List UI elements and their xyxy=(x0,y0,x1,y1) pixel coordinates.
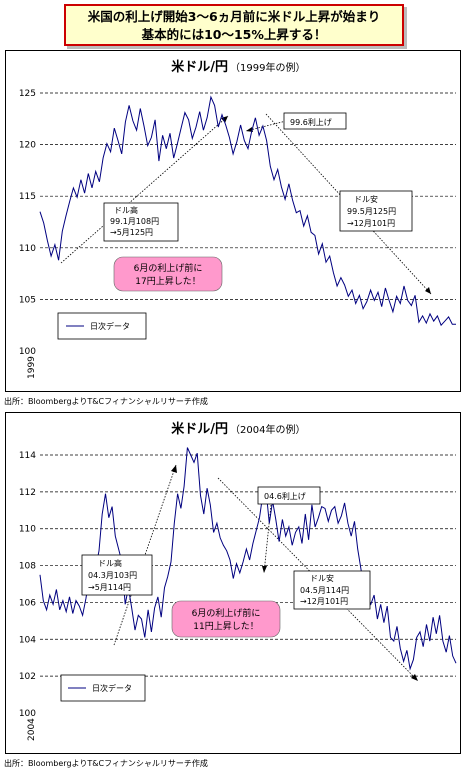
downtrend-arrowhead xyxy=(425,287,431,294)
y-tick-label: 100 xyxy=(19,709,36,719)
legend-label: 日次データ xyxy=(90,321,130,331)
rate-hike-label: 04.6利上げ xyxy=(264,491,306,501)
dollar-high-to: →5月114円 xyxy=(88,583,131,592)
rate-hike-box: 99.6利上げ xyxy=(283,112,347,130)
headline-banner: 米国の利上げ開始3〜6ヵ月前に米ドル上昇が始まり 基本的には10〜15%上昇する… xyxy=(64,4,404,46)
y-tick-label: 100 xyxy=(19,347,36,357)
dollar-low-label: ドル安 xyxy=(310,573,334,583)
y-tick-label: 114 xyxy=(19,451,36,461)
uptrend-arrow xyxy=(60,115,229,264)
dollar-high-label: ドル高 xyxy=(114,205,138,215)
y-tick-label: 110 xyxy=(19,525,36,535)
pink-note-line-1: 6月の利上げ前に xyxy=(134,262,203,274)
pink-note: 6月の利上げ前に 17円上昇した！ xyxy=(113,256,223,292)
dollar-low-label: ドル安 xyxy=(354,194,378,204)
y-tick-label: 106 xyxy=(19,598,36,608)
hike-pointer xyxy=(263,504,272,574)
source-note-1: 出所：BloombergよりT&Cフィナンシャルリサーチ作成 xyxy=(4,397,208,406)
legend-label: 日次データ xyxy=(92,683,132,693)
dollar-high-label: ドル高 xyxy=(98,558,122,568)
pink-note-line-1: 6月の利上げ前に xyxy=(192,607,261,619)
downtrend-arrowhead xyxy=(411,674,418,681)
dollar-low-box: ドル安 99.5月125円 →12月101円 xyxy=(339,190,413,232)
uptrend-arrowhead xyxy=(171,465,177,473)
chart-subtitle: （1999年の例） xyxy=(230,61,305,74)
dollar-high-from: 99.1月108円 xyxy=(110,217,159,226)
rate-hike-box: 04.6利上げ xyxy=(257,486,321,505)
hike-pointer-head xyxy=(246,127,253,132)
y-tick-label: 110 xyxy=(19,244,36,254)
x-start-label: 1999 xyxy=(27,356,37,379)
y-tick-label: 125 xyxy=(19,89,36,99)
series-line xyxy=(39,447,457,671)
dollar-high-from: 04.3月103円 xyxy=(88,571,137,580)
series-line xyxy=(39,95,456,327)
y-tick-label: 112 xyxy=(19,488,36,498)
chart-panel-2004: 米ドル/円 （2004年の例） 100 102 104 106 108 110 112 114… xyxy=(5,412,461,754)
y-tick-label: 102 xyxy=(19,672,36,682)
headline-line-1: 米国の利上げ開始3〜6ヵ月前に米ドル上昇が始まり xyxy=(87,9,381,24)
dollar-high-to: →5月125円 xyxy=(110,228,153,237)
dollar-low-to: →12月101円 xyxy=(347,219,395,228)
legend: 日次データ xyxy=(57,312,147,340)
y-tick-label: 105 xyxy=(19,295,36,305)
y-tick-label: 108 xyxy=(19,562,36,572)
hike-pointer-head xyxy=(262,566,267,573)
y-tick-label: 120 xyxy=(19,141,36,151)
chart-panel-1999: 米ドル/円 （1999年の例） 100 105 110 115 120 125 1999 … xyxy=(5,50,461,392)
dollar-low-from: 99.5月125円 xyxy=(347,207,396,216)
pink-note-line-2: 11円上昇した！ xyxy=(193,621,258,632)
usdjpy-2004-chart: 米ドル/円 （2004年の例） 100 102 104 106 108 110 112 114… xyxy=(19,421,457,741)
source-note-2: 出所：BloombergよりT&Cフィナンシャルリサーチ作成 xyxy=(4,759,208,768)
x-start-label: 2004 xyxy=(27,718,37,741)
dollar-low-box: ドル安 04.5月114円 →12月101円 xyxy=(293,570,371,610)
y-tick-label: 115 xyxy=(19,192,36,202)
chart-title: 米ドル/円 xyxy=(171,59,228,75)
dollar-high-box: ドル高 04.3月103円 →5月114円 xyxy=(81,554,153,596)
chart-title: 米ドル/円 xyxy=(171,421,228,437)
legend: 日次データ xyxy=(60,674,146,702)
dollar-low-to: →12月101円 xyxy=(300,597,348,606)
chart-subtitle: （2004年の例） xyxy=(230,423,305,436)
dollar-low-from: 04.5月114円 xyxy=(300,586,349,595)
pink-note: 6月の利上げ前に 11円上昇した！ xyxy=(171,600,281,638)
rate-hike-label: 99.6利上げ xyxy=(290,117,332,127)
pink-note-line-2: 17円上昇した！ xyxy=(135,276,200,287)
headline-line-2: 基本的には10〜15%上昇する！ xyxy=(141,27,327,42)
dollar-high-box: ドル高 99.1月108円 →5月125円 xyxy=(103,202,179,242)
y-tick-label: 104 xyxy=(19,635,36,645)
